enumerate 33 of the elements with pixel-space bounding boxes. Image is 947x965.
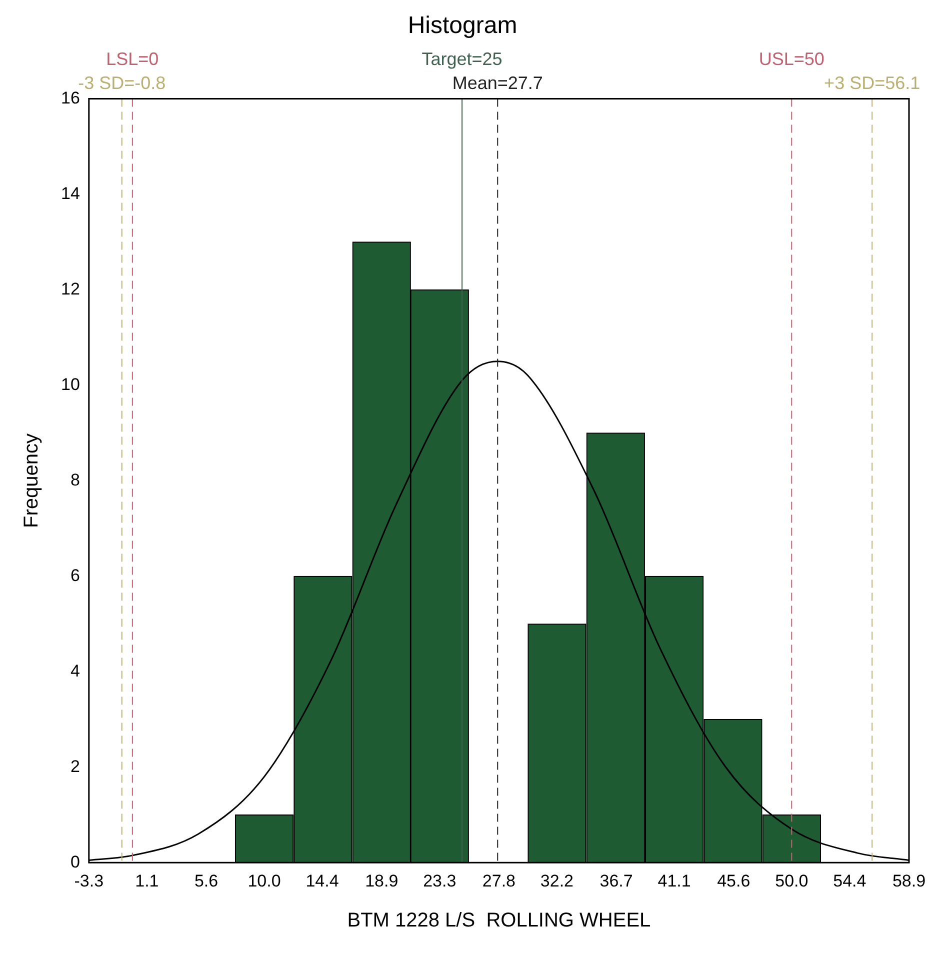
ref-line-label: Target=25: [422, 48, 502, 69]
y-tick-label: 8: [70, 470, 80, 490]
ref-line-label: Mean=27.7: [452, 72, 543, 93]
x-tick-label: 27.8: [482, 871, 516, 890]
x-tick-label: 1.1: [135, 871, 159, 890]
x-tick-label: 18.9: [365, 871, 398, 890]
x-tick-label: -3.3: [74, 871, 104, 890]
x-tick-label: 54.4: [833, 871, 866, 890]
x-tick-label: 45.6: [717, 871, 750, 890]
chart-title: Histogram: [408, 12, 518, 40]
y-tick-label: 14: [60, 184, 80, 203]
x-tick-label: 14.4: [306, 871, 339, 890]
y-tick-label: 0: [70, 852, 80, 872]
x-tick-label: 32.2: [540, 871, 574, 890]
x-tick-label: 50.0: [775, 871, 808, 890]
y-axis-title: Frequency: [20, 433, 43, 528]
y-tick-label: 2: [70, 756, 80, 776]
x-tick-label: 36.7: [600, 871, 633, 890]
x-axis-title: BTM 1228 L/S ROLLING WHEEL: [347, 910, 651, 932]
y-tick-label: 4: [70, 661, 80, 680]
x-tick-label: 58.9: [892, 871, 926, 890]
x-tick-label: 10.0: [248, 871, 281, 890]
ref-line-label: +3 SD=56.1: [824, 72, 920, 93]
y-tick-label: 16: [60, 88, 80, 108]
ref-line-label: -3 SD=-0.8: [78, 72, 166, 93]
x-tick-label: 41.1: [658, 871, 691, 890]
ref-line-label: USL=50: [758, 48, 824, 69]
y-tick-label: 12: [60, 279, 80, 298]
x-tick-label: 23.3: [423, 871, 456, 890]
x-tick-label: 5.6: [194, 871, 218, 890]
y-tick-label: 10: [60, 374, 80, 394]
ref-line-label: LSL=0: [106, 48, 159, 69]
y-tick-label: 6: [70, 566, 80, 585]
